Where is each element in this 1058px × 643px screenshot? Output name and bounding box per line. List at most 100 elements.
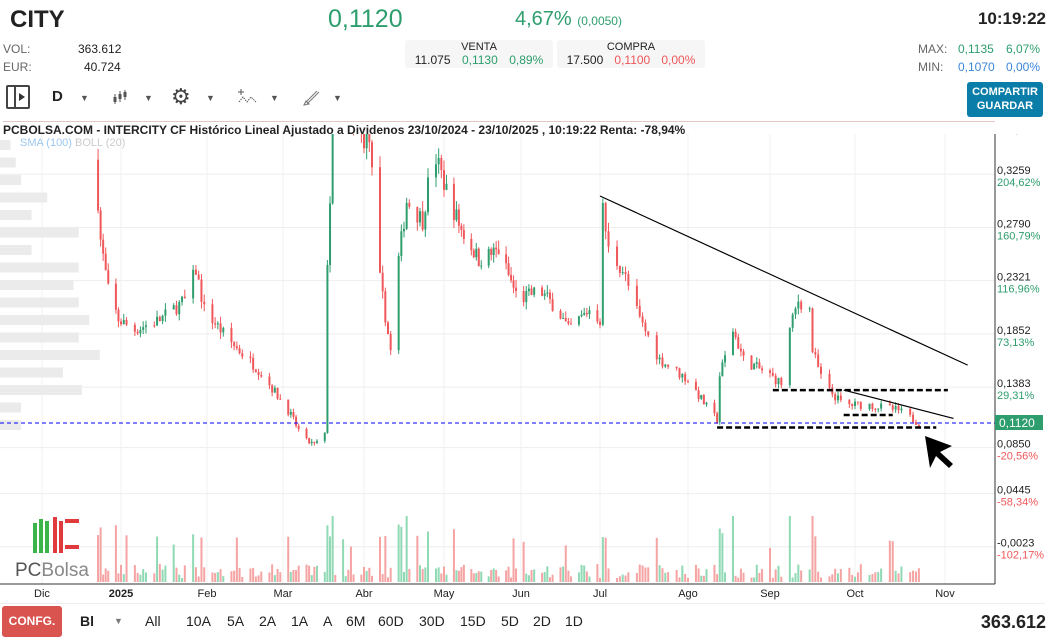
volume-profile-bar <box>0 315 90 325</box>
candle-body <box>546 292 549 294</box>
volume-bar <box>214 573 217 582</box>
chevron-down-icon[interactable]: ▼ <box>206 93 215 103</box>
compra-label: COMPRA <box>606 41 656 53</box>
volume-profile-bar <box>0 280 74 290</box>
candle-body <box>477 248 480 267</box>
sma-legend[interactable]: SMA (100) <box>20 137 72 149</box>
volume-bar <box>854 576 856 582</box>
volume-bar <box>564 545 567 582</box>
candle-body <box>750 355 753 370</box>
y-tick-label: 0,0850 <box>997 439 1031 451</box>
scale-select[interactable]: Bl <box>80 613 94 629</box>
candle-body <box>214 323 217 325</box>
range-10a[interactable]: 10A <box>186 613 211 629</box>
candle-body <box>780 377 783 386</box>
candle-body <box>331 134 334 204</box>
chevron-down-icon[interactable]: ▼ <box>270 93 279 103</box>
range-2a[interactable]: 2A <box>259 613 277 629</box>
volume-bar <box>172 544 175 582</box>
volume-bar <box>99 527 102 582</box>
candle-body <box>897 406 900 411</box>
pcbolsa-logo: PCBolsa <box>15 515 93 587</box>
candle-body <box>664 364 667 367</box>
range-a[interactable]: A <box>323 613 333 629</box>
volume-bar <box>742 572 745 582</box>
volume-bar <box>731 516 734 582</box>
vol-label: VOL: <box>3 42 31 56</box>
chevron-down-icon[interactable]: ▼ <box>333 93 342 103</box>
volume-bar <box>912 570 915 582</box>
period-select[interactable]: D <box>52 88 63 105</box>
config-button[interactable]: CONFG. <box>2 606 62 637</box>
y-tick-pct: 73,13% <box>997 337 1035 349</box>
candle-body <box>588 310 591 315</box>
candle-body <box>734 331 737 338</box>
volume-bar <box>334 575 337 582</box>
candle-body <box>769 370 771 373</box>
range-1a[interactable]: 1A <box>291 613 309 629</box>
share-save-button[interactable]: COMPARTIR GUARDAR <box>967 82 1043 117</box>
candle-body <box>834 394 837 401</box>
x-tick-label: Jul <box>593 588 607 600</box>
candle-body <box>788 327 791 386</box>
chevron-down-icon[interactable]: ▼ <box>114 616 123 626</box>
volume-bar <box>780 576 783 582</box>
range-6m[interactable]: 6M <box>346 613 366 629</box>
range-2d[interactable]: 2D <box>533 613 551 629</box>
range-60d[interactable]: 60D <box>378 613 404 629</box>
change-pct: 4,67% <box>515 8 572 30</box>
chevron-down-icon[interactable]: ▼ <box>80 93 89 103</box>
volume-bar <box>664 572 667 582</box>
volume-bar <box>279 572 282 582</box>
chevron-down-icon[interactable]: ▼ <box>144 93 153 103</box>
candle-body <box>175 305 178 315</box>
candle-body <box>295 416 298 426</box>
volume-bar <box>585 571 588 582</box>
indicators-icon[interactable] <box>238 88 258 106</box>
range-all[interactable]: All <box>145 613 161 629</box>
volume-bar <box>543 571 546 582</box>
change-abs: (0,0050) <box>577 14 622 28</box>
candle-body <box>104 253 107 271</box>
candle-body <box>271 385 274 393</box>
volume-bar <box>305 564 308 582</box>
candle-body <box>279 398 282 400</box>
volume-bar <box>837 573 839 582</box>
candle-body <box>400 231 403 257</box>
candle-body <box>305 429 308 438</box>
save-label[interactable]: GUARDAR <box>976 100 1034 112</box>
candle-body <box>462 230 465 239</box>
price-chart[interactable]: 0,3728248,44%0,3259204,62%0,2790160,79%0… <box>0 134 1058 604</box>
panel-toggle-icon[interactable] <box>6 85 30 109</box>
candle-body <box>120 321 122 325</box>
range-30d[interactable]: 30D <box>419 613 445 629</box>
volume-bar <box>381 574 384 582</box>
candle-body <box>365 134 368 149</box>
gear-icon[interactable]: ⚙ <box>171 84 191 109</box>
candlestick-icon[interactable] <box>112 88 130 106</box>
candle-body <box>384 291 387 323</box>
range-1d[interactable]: 1D <box>565 613 583 629</box>
volume-bar <box>831 574 834 582</box>
boll-legend[interactable]: BOLL (20) <box>75 137 126 149</box>
range-5a[interactable]: 5A <box>227 613 245 629</box>
volume-bar <box>769 547 771 582</box>
volume-bar <box>697 568 700 582</box>
volume-bar <box>667 572 670 582</box>
range-15d[interactable]: 15D <box>460 613 486 629</box>
volume-profile-bar <box>0 297 79 308</box>
candle-body <box>142 327 145 330</box>
volume-bar <box>408 569 411 582</box>
volume-bar <box>580 564 583 582</box>
candle-body <box>848 399 851 405</box>
candle-body <box>854 401 856 406</box>
drawing-pencil-icon[interactable] <box>302 88 322 106</box>
range-5d[interactable]: 5D <box>501 613 519 629</box>
eur-value: 40.724 <box>84 60 121 74</box>
volume-bar <box>551 574 554 582</box>
candle-body <box>421 211 424 230</box>
volume-bar <box>462 564 465 582</box>
volume-bar <box>452 529 455 582</box>
share-label[interactable]: COMPARTIR <box>972 86 1038 98</box>
candle-body <box>273 387 276 393</box>
